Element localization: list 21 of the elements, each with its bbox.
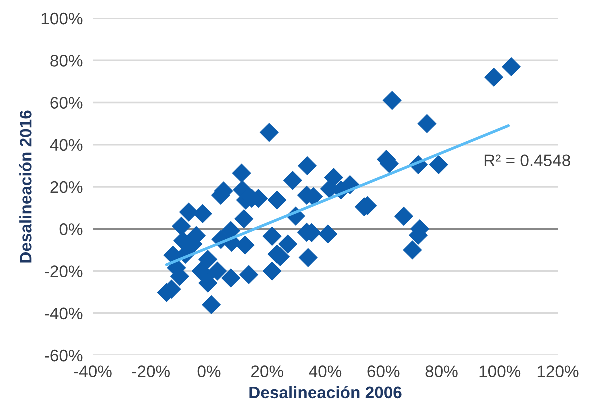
x-tick-label: 120% [538, 366, 579, 378]
x-tick-label: 100% [480, 366, 521, 378]
annotation: R² = 0.4548 [484, 154, 570, 167]
x-tick-label: 0% [198, 366, 221, 378]
x-tick-label: 40% [309, 366, 342, 378]
x-tick-label: 80% [426, 366, 458, 378]
y-tick-label: 0% [60, 224, 83, 236]
y-tick-label: -40% [45, 308, 83, 320]
y-tick-label: 20% [50, 181, 83, 194]
y-tick-label: -60% [45, 350, 83, 362]
x-tick-label: 20% [252, 366, 284, 378]
y-tick-label: 100% [42, 12, 83, 25]
x-tick-label: -40% [74, 366, 112, 378]
y-tick-label: -20% [45, 266, 83, 278]
x-axis-title: Desalineación 2006 [250, 386, 402, 399]
y-tick-label: 60% [50, 97, 83, 109]
y-tick-label: 40% [50, 139, 83, 152]
x-tick-label: 60% [368, 366, 400, 378]
x-tick-label: -20% [132, 366, 170, 378]
y-tick-label: 80% [50, 55, 83, 67]
y-axis-title: Desalineación 2016 [19, 110, 32, 263]
